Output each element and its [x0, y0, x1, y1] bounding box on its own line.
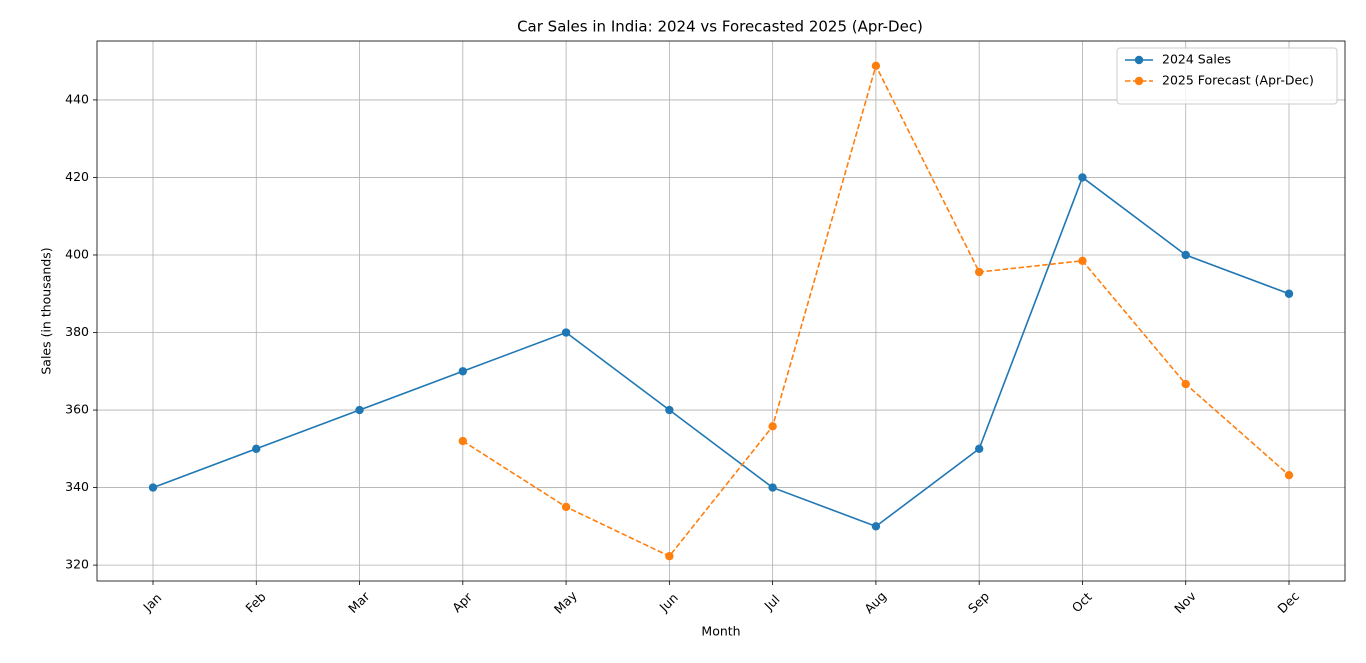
data-point	[974, 267, 984, 277]
y-tick-label: 340	[65, 479, 89, 494]
data-point	[458, 436, 468, 446]
data-point	[665, 405, 674, 415]
y-tick-label: 380	[65, 324, 89, 339]
y-tick-label: 440	[65, 91, 89, 106]
data-point	[1078, 173, 1087, 182]
data-point	[1181, 379, 1190, 389]
y-tick-label: 320	[65, 557, 89, 572]
data-point	[561, 328, 571, 337]
y-axis-label: Sales (in thousands)	[39, 247, 54, 374]
y-tick-label: 400	[65, 246, 89, 261]
legend-marker	[1134, 55, 1144, 65]
data-point	[1181, 250, 1190, 260]
data-point	[148, 483, 158, 492]
y-tick-label: 360	[65, 402, 89, 417]
data-point	[1078, 256, 1087, 265]
legend-label: 2025 Forecast (Apr-Dec)	[1162, 73, 1314, 88]
plot-frame	[96, 40, 1346, 582]
data-point	[1284, 470, 1294, 480]
y-tick-label: 420	[65, 169, 89, 184]
data-point	[768, 422, 777, 431]
data-point	[252, 444, 261, 454]
data-point	[458, 367, 468, 376]
data-point	[355, 405, 364, 415]
data-point	[974, 444, 984, 454]
data-point	[665, 551, 674, 561]
chart-title: Car Sales in India: 2024 vs Forecasted 2…	[517, 18, 923, 36]
series-line	[152, 176, 1290, 528]
data-point	[871, 61, 881, 71]
legend-box	[1116, 47, 1338, 105]
data-point	[561, 502, 571, 512]
legend-marker	[1134, 76, 1144, 86]
data-point	[768, 483, 777, 492]
x-axis-label: Month	[701, 624, 740, 639]
legend-label: 2024 Sales	[1162, 52, 1231, 67]
data-point	[871, 522, 881, 531]
data-point	[1284, 289, 1294, 298]
